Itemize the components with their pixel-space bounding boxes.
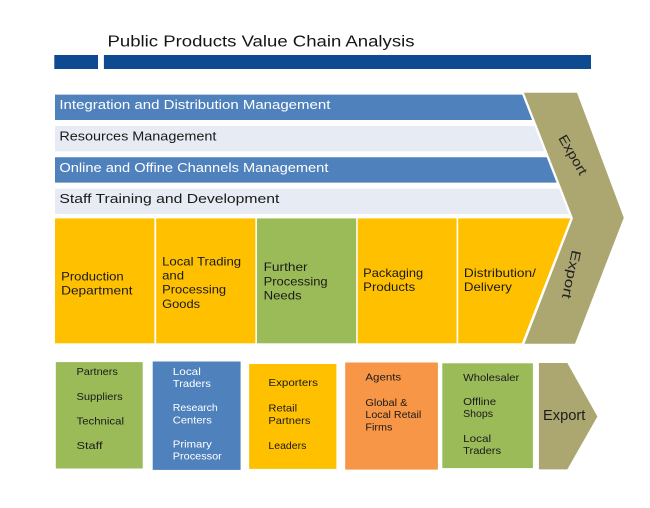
- svg-text:Traders: Traders: [463, 446, 501, 457]
- svg-text:Staff Training and Development: Staff Training and Development: [59, 191, 279, 206]
- svg-text:Firms: Firms: [365, 423, 392, 434]
- svg-text:Exporters: Exporters: [268, 378, 318, 389]
- svg-text:Resources Management: Resources Management: [59, 129, 216, 144]
- svg-text:Delivery: Delivery: [464, 280, 512, 294]
- svg-text:Shops: Shops: [463, 409, 493, 420]
- svg-text:and: and: [162, 269, 184, 283]
- svg-text:Production: Production: [61, 269, 124, 283]
- svg-text:Export: Export: [543, 408, 585, 424]
- svg-text:Online and Offine Channels Man: Online and Offine Channels Management: [59, 160, 328, 175]
- svg-text:Staff: Staff: [77, 441, 103, 452]
- svg-text:Retail: Retail: [268, 404, 297, 415]
- svg-text:Centers: Centers: [173, 415, 212, 426]
- svg-text:Distribution/: Distribution/: [464, 266, 537, 280]
- svg-text:Research: Research: [173, 403, 218, 414]
- svg-text:Wholesaler: Wholesaler: [463, 373, 520, 384]
- svg-text:Local: Local: [173, 367, 201, 378]
- svg-text:Needs: Needs: [264, 288, 302, 302]
- svg-text:Local Retail: Local Retail: [365, 410, 421, 421]
- svg-text:Partners: Partners: [268, 416, 310, 427]
- svg-text:Processing: Processing: [162, 283, 226, 297]
- svg-text:Processing: Processing: [264, 274, 328, 288]
- svg-text:Technical: Technical: [77, 417, 125, 428]
- svg-text:Suppliers: Suppliers: [77, 392, 123, 403]
- svg-text:Agents: Agents: [365, 372, 401, 383]
- svg-text:Primary: Primary: [173, 440, 213, 451]
- svg-text:Global &: Global &: [365, 398, 407, 409]
- svg-text:Goods: Goods: [162, 297, 200, 311]
- svg-text:Department: Department: [61, 284, 133, 298]
- svg-text:Local: Local: [463, 434, 491, 445]
- svg-text:Partners: Partners: [77, 367, 118, 378]
- svg-text:Leaders: Leaders: [268, 441, 306, 452]
- svg-text:Packaging: Packaging: [363, 266, 423, 280]
- svg-text:Processor: Processor: [173, 452, 223, 463]
- svg-text:Integration and Distribution M: Integration and Distribution Management: [59, 97, 330, 112]
- svg-text:Traders: Traders: [173, 379, 211, 390]
- svg-text:Public Products Value Chain An: Public Products Value Chain Analysis: [108, 33, 415, 50]
- svg-text:Further: Further: [264, 260, 308, 274]
- svg-text:Offline: Offline: [463, 397, 496, 408]
- svg-text:Local Trading: Local Trading: [162, 255, 241, 269]
- svg-text:Products: Products: [363, 280, 415, 294]
